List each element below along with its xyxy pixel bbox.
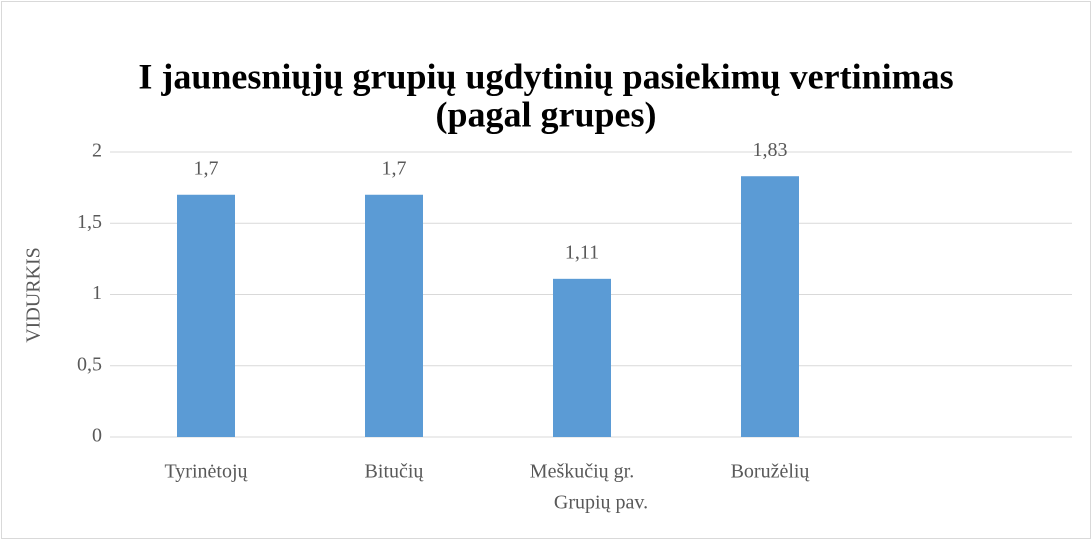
y-axis-title: VIDURKIS xyxy=(23,247,45,343)
x-axis-title: Grupių pav. xyxy=(554,492,648,514)
chart-title: (pagal grupes) xyxy=(435,94,656,134)
x-tick-label: Tyrinėtojų xyxy=(164,461,248,483)
chart-title: I jaunesniųjų grupių ugdytinių pasiekimų… xyxy=(138,56,953,96)
y-tick-label: 0 xyxy=(92,425,102,447)
data-label: 1,7 xyxy=(382,157,407,179)
data-label: 1,11 xyxy=(565,241,599,263)
y-tick-label: 2 xyxy=(92,140,102,162)
y-tick-label: 1,5 xyxy=(77,211,102,233)
bar xyxy=(741,176,799,437)
bar xyxy=(177,194,235,437)
x-tick-label: Bitučių xyxy=(365,461,425,483)
x-tick-label: Boružėlių xyxy=(731,461,811,483)
data-label: 1,7 xyxy=(194,157,219,179)
bar xyxy=(553,278,611,437)
x-tick-label: Meškučių gr. xyxy=(530,461,634,483)
y-tick-label: 1 xyxy=(92,282,102,304)
y-tick-label: 0,5 xyxy=(77,353,102,375)
bar xyxy=(365,194,423,437)
data-label: 1,83 xyxy=(753,139,788,161)
